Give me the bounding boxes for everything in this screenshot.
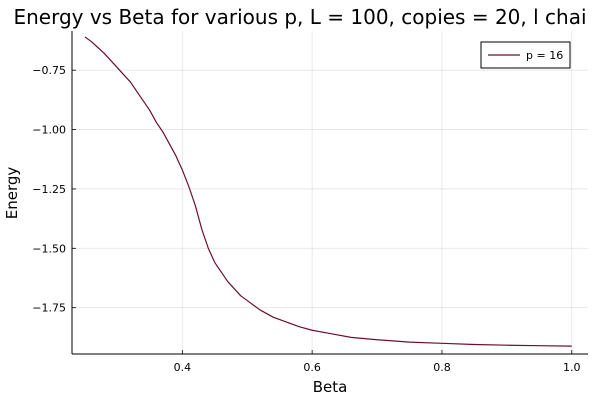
y-tick-label: −1.75 — [32, 302, 66, 315]
y-tick-labels: −0.75 −1.00 −1.25 −1.50 −1.75 — [32, 64, 76, 315]
y-axis-label: Energy — [3, 167, 21, 220]
x-tick-label: 1.0 — [563, 361, 581, 374]
x-axis-label: Beta — [313, 378, 348, 396]
grid-lines — [72, 31, 588, 354]
x-tick-label: 0.8 — [433, 361, 451, 374]
legend-label: p = 16 — [526, 49, 563, 62]
y-tick-label: −1.00 — [32, 124, 66, 137]
legend: p = 16 — [480, 41, 571, 69]
y-tick-label: −1.50 — [32, 242, 66, 255]
axes — [71, 31, 588, 355]
x-tick-label: 0.6 — [303, 361, 321, 374]
series-line-0 — [84, 36, 572, 347]
series-layer — [84, 36, 572, 347]
y-tick-label: −1.25 — [32, 183, 66, 196]
chart-title: Energy vs Beta for various p, L = 100, c… — [13, 5, 586, 29]
x-tick-labels: 0.4 0.6 0.8 1.0 — [174, 350, 581, 374]
y-tick-label: −0.75 — [32, 64, 66, 77]
x-tick-label: 0.4 — [174, 361, 192, 374]
